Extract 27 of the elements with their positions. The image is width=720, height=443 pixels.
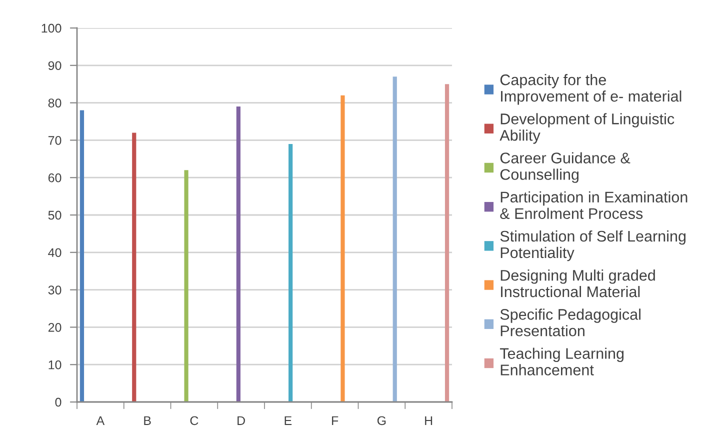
y-tick-label: 100 bbox=[42, 24, 62, 33]
legend-label: Teaching Learning Enhancement bbox=[500, 348, 624, 376]
y-tick-label: 60 bbox=[48, 173, 62, 182]
x-tick-label: G bbox=[377, 416, 386, 426]
x-tick-label: D bbox=[238, 416, 245, 425]
legend-label: Participation in Examination & Enrolment Process bbox=[500, 191, 688, 219]
x-tick-label: F bbox=[332, 416, 338, 425]
y-tick-label: 40 bbox=[48, 248, 62, 258]
legend-label: Career Guidance & Counselling bbox=[500, 152, 630, 183]
x-tick-label: H bbox=[425, 416, 432, 425]
legend-label: Specific Pedagogical Presentation bbox=[500, 308, 640, 336]
y-tick-label: 20 bbox=[48, 323, 62, 332]
y-tick-label: 0 bbox=[55, 398, 62, 407]
y-tick-label: 30 bbox=[48, 286, 62, 294]
y-tick-label: 80 bbox=[48, 98, 62, 108]
legend-label: Development of Linguistic Ability bbox=[500, 113, 674, 144]
x-tick-label: C bbox=[190, 416, 198, 426]
x-tick-label: B bbox=[144, 416, 151, 425]
legend-label: Designing Multi graded Instructional Material bbox=[500, 270, 655, 298]
y-tick-label: 10 bbox=[48, 360, 62, 370]
legend-label: Capacity for the Improvement of e- material bbox=[500, 74, 682, 105]
y-tick-label: 70 bbox=[48, 136, 62, 145]
legend-label: Stimulation of Self Learning Potentiality bbox=[500, 230, 686, 262]
y-tick-label: 50 bbox=[48, 210, 62, 220]
x-tick-label: A bbox=[96, 416, 105, 425]
x-tick-label: E bbox=[284, 416, 292, 425]
y-tick-label: 90 bbox=[48, 61, 62, 70]
